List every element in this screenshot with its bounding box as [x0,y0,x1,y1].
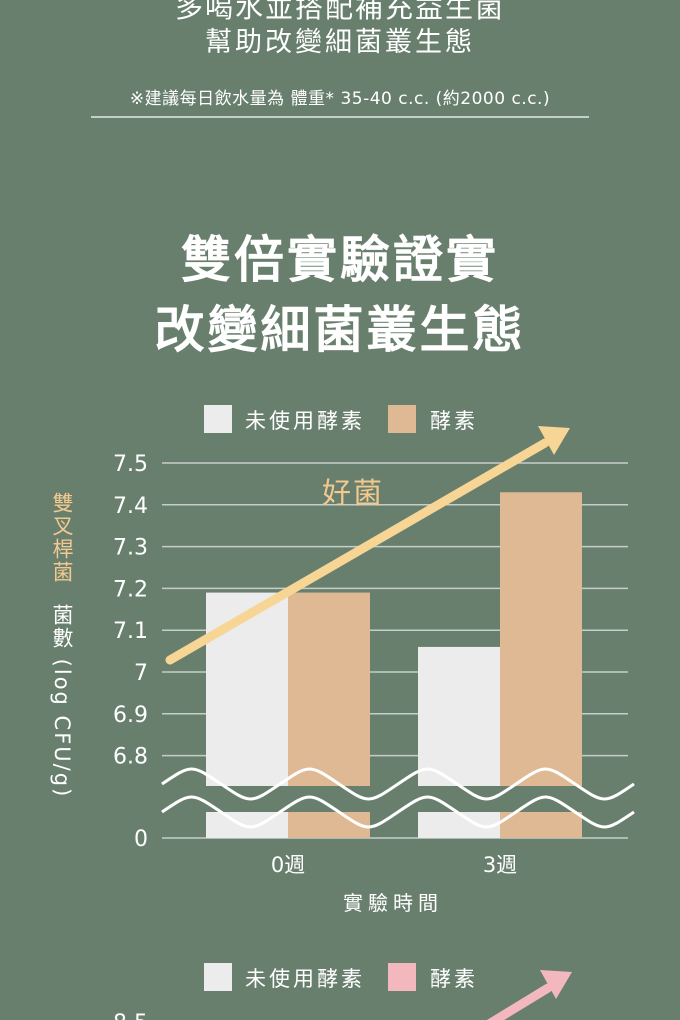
intro-heading-line1: 多喝水並搭配補充益生菌 [174,0,505,24]
trend-arrow [165,426,570,665]
y-tick-label: 7 [134,661,148,686]
y-axis-label-rest: 菌數 (log CFU/g) [50,604,74,798]
y-tick-labels: 7.5 7.4 7.3 7.2 7.1 7 6.9 6.8 0 [113,452,148,852]
y-axis-label-colored: 雙叉桿菌 [50,492,74,584]
y-tick-label: 0 [134,827,148,852]
y-tick-label: 7.5 [113,452,148,477]
y-axis-label: 雙叉桿菌 菌數 (log CFU/g) [50,492,74,798]
chart2-trend-arrow [486,970,572,1020]
legend2-label-no-enzyme: 未使用酵素 [245,967,365,991]
chart2-y-tick-label: 8.5 [113,1011,148,1020]
section-title-line1: 雙倍實驗證實 [181,230,499,289]
y-tick-label: 6.8 [113,745,148,770]
divider [91,116,589,118]
x-tick-label: 0週 [271,853,305,877]
x-tick-label: 3週 [483,853,517,877]
intro-heading-line2: 幫助改變細菌叢生態 [205,27,475,58]
axis-break-wave-upper [161,767,635,801]
axis-break-wave-lower [161,795,635,829]
y-tick-label: 7.4 [113,494,148,519]
y-tick-label: 7.3 [113,536,148,561]
legend2-label-enzyme: 酵素 [430,967,478,991]
axis-break [161,767,635,829]
y-tick-label: 6.9 [113,703,148,728]
x-tick-labels: 0週 3週 [271,853,517,877]
y-tick-label: 7.2 [113,577,148,602]
y-tick-label: 7.1 [113,619,148,644]
section-title-line2: 改變細菌叢生態 [154,300,526,359]
legend2-swatch-enzyme [388,963,416,991]
legend-swatch-no-enzyme [204,405,232,433]
water-intake-note: ※建議每日飲水量為 體重* 35-40 c.c. (約2000 c.c.) [129,89,551,109]
legend2-swatch-no-enzyme [204,963,232,991]
good-bacteria-annotation: 好菌 [322,476,384,510]
legend-label-enzyme: 酵素 [430,409,478,433]
legend-label-no-enzyme: 未使用酵素 [245,409,365,433]
legend-swatch-enzyme [388,405,416,433]
x-axis-label: 實驗時間 [343,891,443,915]
axis-break-band [162,786,628,812]
